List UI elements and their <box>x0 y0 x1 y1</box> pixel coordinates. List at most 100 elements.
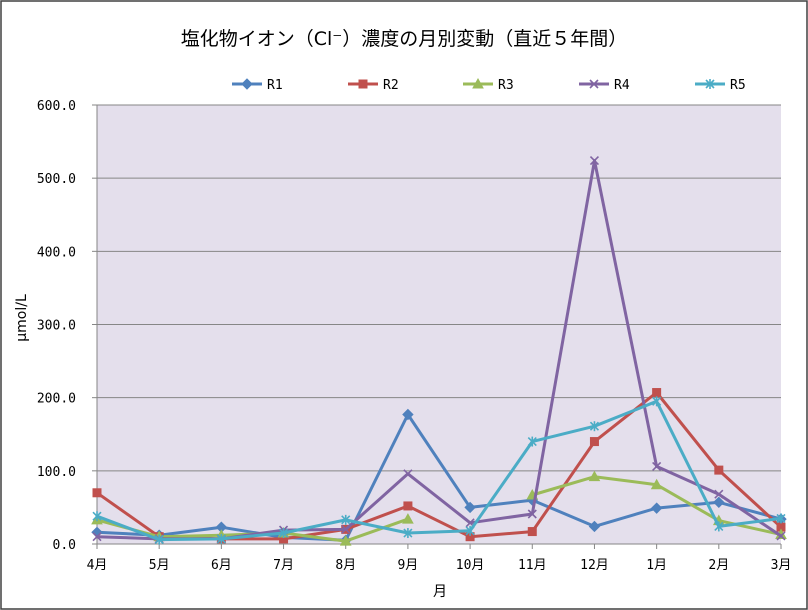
legend-marker-r1 <box>241 78 253 90</box>
data-point-r1-shape <box>464 501 476 514</box>
data-point-r4 <box>92 532 102 542</box>
gridlines <box>97 104 781 472</box>
data-point-r4-shape <box>589 156 600 166</box>
data-point-r4 <box>714 489 724 499</box>
legend-marker-r5 <box>705 79 715 89</box>
legend-entry-r1: R1 <box>232 78 283 93</box>
y-tick-label: 0.0 <box>53 538 76 553</box>
data-point-r3-shape <box>588 470 601 482</box>
data-point-r2 <box>589 437 599 447</box>
data-point-r4 <box>527 509 537 519</box>
chart-title: 塩化物イオン（Cl⁻）濃度の月別変動（直近５年間） <box>181 28 628 50</box>
data-point-r1-shape <box>713 496 725 509</box>
x-tick-label: 7月 <box>273 558 294 573</box>
series-line-r1 <box>95 413 783 542</box>
legend-entry-r3: R3 <box>463 77 514 93</box>
y-tick-label: 300.0 <box>37 319 76 334</box>
legend-marker-r3 <box>472 77 484 89</box>
data-point-r1-shape <box>650 502 663 514</box>
data-point-r2-shape <box>403 501 413 511</box>
y-tick-label: 100.0 <box>37 465 76 480</box>
legend-label-r3: R3 <box>498 78 514 93</box>
data-point-r4-shape <box>403 469 413 479</box>
legend-entry-r4: R4 <box>579 78 630 93</box>
data-point-r5 <box>465 525 475 536</box>
x-tick-label: 12月 <box>580 558 609 573</box>
legend-label-r4: R4 <box>614 78 630 93</box>
x-tick-label: 1月 <box>646 558 667 573</box>
x-tick-label: 5月 <box>149 558 170 573</box>
x-tick-label: 8月 <box>335 558 356 573</box>
y-tick-label: 500.0 <box>37 172 76 187</box>
data-point-r4-shape <box>92 532 102 542</box>
data-point-r4 <box>589 156 600 166</box>
data-point-r2-shape <box>589 437 599 447</box>
legend-marker-r1-shape <box>241 78 253 90</box>
data-point-r2 <box>714 465 724 475</box>
data-point-r4 <box>403 469 413 479</box>
data-point-r4 <box>652 461 662 472</box>
data-point-r4 <box>776 531 786 541</box>
x-tick-label: 10月 <box>456 558 485 573</box>
data-point-r4-shape <box>652 461 662 472</box>
data-point-r5 <box>216 533 226 544</box>
data-point-r5 <box>154 534 164 545</box>
legend: R1 R2 R3 R4 R5 <box>232 77 746 93</box>
series-group <box>91 156 787 547</box>
data-point-r1-shape <box>402 408 414 421</box>
x-tick-label: 9月 <box>397 558 418 573</box>
data-point-r2-shape <box>527 527 537 537</box>
legend-marker-r2-shape <box>358 79 368 89</box>
x-tick-label: 3月 <box>771 558 792 573</box>
legend-label-r2: R2 <box>383 78 399 93</box>
data-point-r3 <box>650 478 663 490</box>
data-point-r1 <box>464 501 476 514</box>
data-point-r5 <box>527 436 537 447</box>
legend-label-r1: R1 <box>267 78 283 93</box>
x-tick-label: 2月 <box>708 558 729 573</box>
data-point-r2-shape <box>652 388 662 398</box>
data-point-r4-shape <box>527 509 537 519</box>
data-point-r1-shape <box>588 520 601 533</box>
data-point-r1 <box>713 496 725 509</box>
y-tick-label: 400.0 <box>37 245 76 260</box>
legend-entry-r5: R5 <box>695 78 746 93</box>
data-point-r4-shape <box>465 518 475 528</box>
x-tick-label: 6月 <box>211 558 232 573</box>
data-point-r5 <box>341 514 351 525</box>
data-point-r2-shape <box>714 465 724 475</box>
data-point-r5 <box>92 511 102 522</box>
y-tick-label: 600.0 <box>37 99 76 114</box>
data-point-r5 <box>652 396 662 407</box>
legend-marker-r3-shape <box>472 77 484 89</box>
legend-marker-r4-shape <box>589 79 599 89</box>
data-point-r2 <box>527 527 537 537</box>
data-point-r5 <box>714 521 724 532</box>
data-point-r4-shape <box>714 489 724 499</box>
axes: 0.0 100.0 200.0 300.0 400.0 500.0 600.0 4月 5月 6月 7… <box>37 99 792 573</box>
data-point-r3 <box>588 470 601 482</box>
y-axis-title: μmol/L <box>14 294 30 342</box>
legend-label-r5: R5 <box>730 78 746 93</box>
data-point-r5 <box>589 421 600 432</box>
legend-entry-r2: R2 <box>348 78 399 93</box>
x-tick-label: 4月 <box>87 558 108 573</box>
data-point-r1 <box>650 502 663 514</box>
x-axis-title: 月 <box>433 584 447 600</box>
y-tick-label: 200.0 <box>37 392 76 407</box>
data-point-r4 <box>341 524 351 534</box>
data-point-r2 <box>652 388 662 398</box>
legend-marker-r4 <box>589 79 599 89</box>
data-point-r3-shape <box>339 535 352 546</box>
data-point-r3 <box>339 535 352 546</box>
data-point-r1 <box>402 408 414 421</box>
data-point-r5 <box>776 513 786 524</box>
data-point-r3 <box>402 513 414 524</box>
data-point-r2 <box>92 488 102 498</box>
series-line-r5 <box>95 399 783 542</box>
data-point-r2-shape <box>92 488 102 498</box>
data-point-r1 <box>588 520 601 533</box>
data-point-r5 <box>278 528 289 539</box>
data-point-r3-shape <box>650 478 663 490</box>
